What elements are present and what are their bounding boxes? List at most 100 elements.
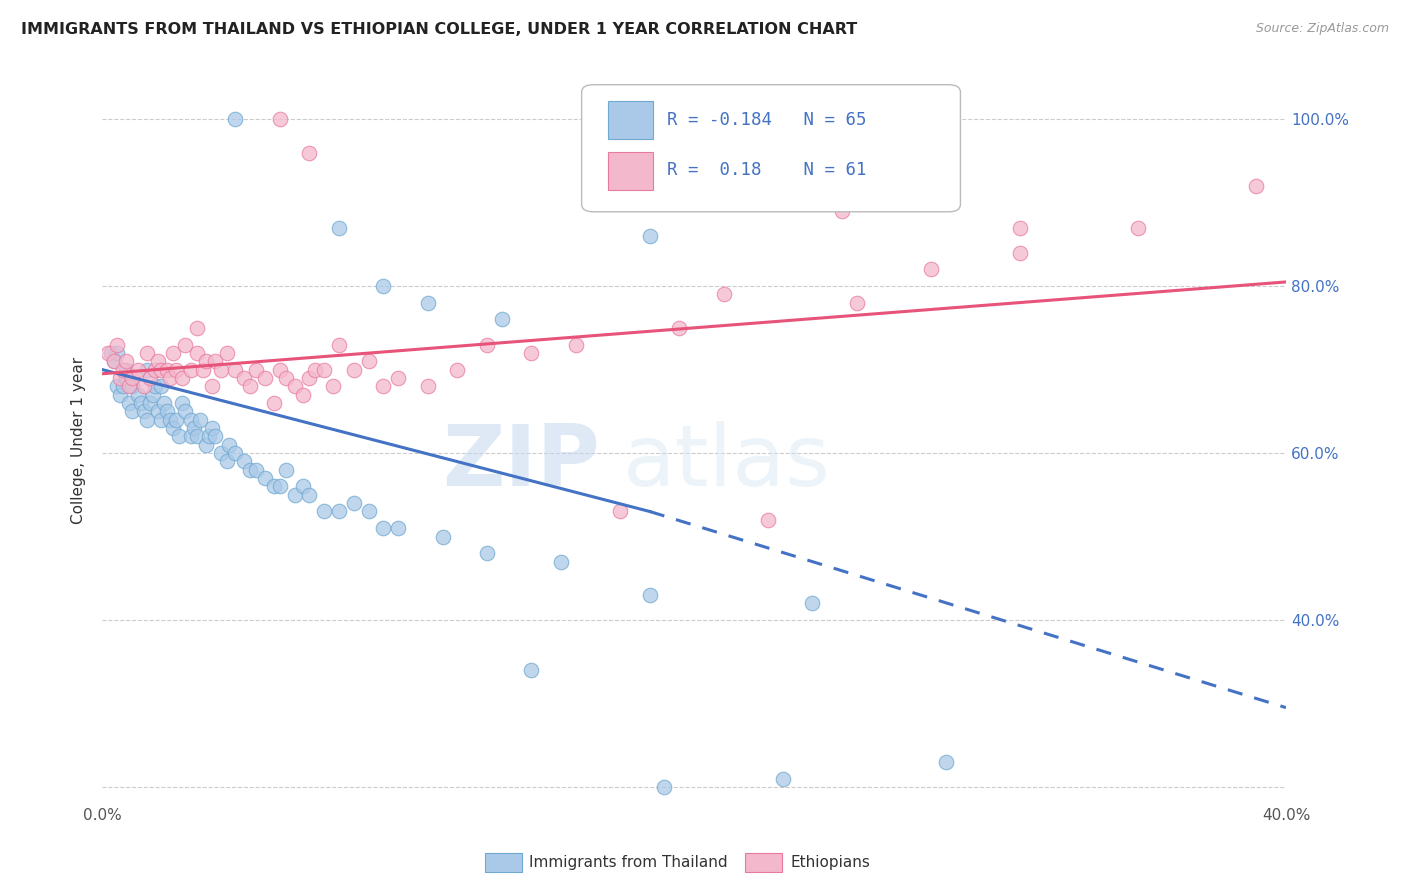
Point bbox=[115, 354, 138, 368]
Point bbox=[654, 780, 676, 794]
Point bbox=[269, 479, 291, 493]
Point bbox=[188, 412, 211, 426]
Point bbox=[148, 354, 170, 368]
Point bbox=[520, 346, 543, 360]
Point bbox=[224, 112, 246, 127]
Point bbox=[328, 337, 350, 351]
Point bbox=[298, 371, 321, 385]
Point bbox=[218, 438, 240, 452]
Point bbox=[292, 387, 315, 401]
Point bbox=[180, 429, 202, 443]
Point bbox=[97, 346, 120, 360]
Point bbox=[145, 379, 167, 393]
Point bbox=[174, 404, 197, 418]
Point bbox=[373, 521, 395, 535]
Point bbox=[165, 412, 187, 426]
Point bbox=[150, 412, 173, 426]
Point bbox=[172, 371, 194, 385]
Point bbox=[668, 321, 690, 335]
Point bbox=[239, 463, 262, 477]
FancyBboxPatch shape bbox=[607, 102, 652, 139]
Point bbox=[138, 371, 160, 385]
Point bbox=[475, 546, 498, 560]
Point bbox=[245, 362, 267, 376]
Point bbox=[801, 596, 824, 610]
Point bbox=[314, 504, 336, 518]
Point bbox=[298, 145, 321, 160]
Point bbox=[209, 446, 232, 460]
Point bbox=[115, 371, 138, 385]
Point bbox=[165, 362, 187, 376]
Point bbox=[298, 488, 321, 502]
Point bbox=[491, 312, 513, 326]
Point bbox=[373, 379, 395, 393]
Point bbox=[159, 412, 181, 426]
Point bbox=[135, 346, 157, 360]
Point bbox=[204, 429, 226, 443]
Point bbox=[186, 429, 208, 443]
Point bbox=[204, 354, 226, 368]
Point bbox=[373, 279, 395, 293]
Point bbox=[127, 362, 149, 376]
Point bbox=[209, 362, 232, 376]
Point bbox=[135, 362, 157, 376]
Point bbox=[845, 295, 868, 310]
Point bbox=[201, 379, 224, 393]
Y-axis label: College, Under 1 year: College, Under 1 year bbox=[72, 357, 86, 524]
Point bbox=[269, 362, 291, 376]
Point bbox=[831, 204, 853, 219]
Point bbox=[215, 346, 238, 360]
Point bbox=[180, 362, 202, 376]
Point bbox=[314, 362, 336, 376]
Point bbox=[1246, 178, 1268, 193]
Point bbox=[239, 379, 262, 393]
Point bbox=[609, 504, 631, 518]
Point bbox=[167, 429, 190, 443]
Point bbox=[520, 663, 543, 677]
Point bbox=[180, 412, 202, 426]
Point bbox=[108, 387, 131, 401]
Point bbox=[638, 588, 661, 602]
Point bbox=[138, 396, 160, 410]
Point bbox=[713, 287, 735, 301]
Point bbox=[550, 555, 572, 569]
Point bbox=[322, 379, 344, 393]
Point bbox=[224, 362, 246, 376]
Text: Ethiopians: Ethiopians bbox=[790, 855, 870, 870]
Point bbox=[269, 112, 291, 127]
Text: IMMIGRANTS FROM THAILAND VS ETHIOPIAN COLLEGE, UNDER 1 YEAR CORRELATION CHART: IMMIGRANTS FROM THAILAND VS ETHIOPIAN CO… bbox=[21, 22, 858, 37]
Point bbox=[263, 396, 285, 410]
Point bbox=[118, 379, 141, 393]
Point bbox=[224, 446, 246, 460]
Point bbox=[201, 421, 224, 435]
Point bbox=[1126, 220, 1149, 235]
Point bbox=[343, 362, 366, 376]
Point bbox=[416, 379, 439, 393]
Point bbox=[103, 354, 125, 368]
Point bbox=[357, 354, 380, 368]
Point bbox=[118, 396, 141, 410]
Point bbox=[150, 362, 173, 376]
Point bbox=[174, 337, 197, 351]
Point bbox=[172, 396, 194, 410]
Point bbox=[343, 496, 366, 510]
Point bbox=[284, 488, 307, 502]
Text: Immigrants from Thailand: Immigrants from Thailand bbox=[529, 855, 727, 870]
Point bbox=[1008, 220, 1031, 235]
Point bbox=[148, 404, 170, 418]
Point bbox=[194, 438, 217, 452]
Point bbox=[263, 479, 285, 493]
Point bbox=[162, 421, 184, 435]
Point bbox=[127, 387, 149, 401]
Point bbox=[245, 463, 267, 477]
Point bbox=[105, 379, 128, 393]
Point bbox=[129, 396, 152, 410]
Point bbox=[121, 371, 143, 385]
Point bbox=[920, 262, 942, 277]
Point bbox=[292, 479, 315, 493]
Point bbox=[935, 755, 957, 769]
Point bbox=[132, 404, 155, 418]
Text: R = -0.184   N = 65: R = -0.184 N = 65 bbox=[666, 111, 866, 128]
Point bbox=[772, 772, 794, 786]
Point bbox=[1008, 245, 1031, 260]
